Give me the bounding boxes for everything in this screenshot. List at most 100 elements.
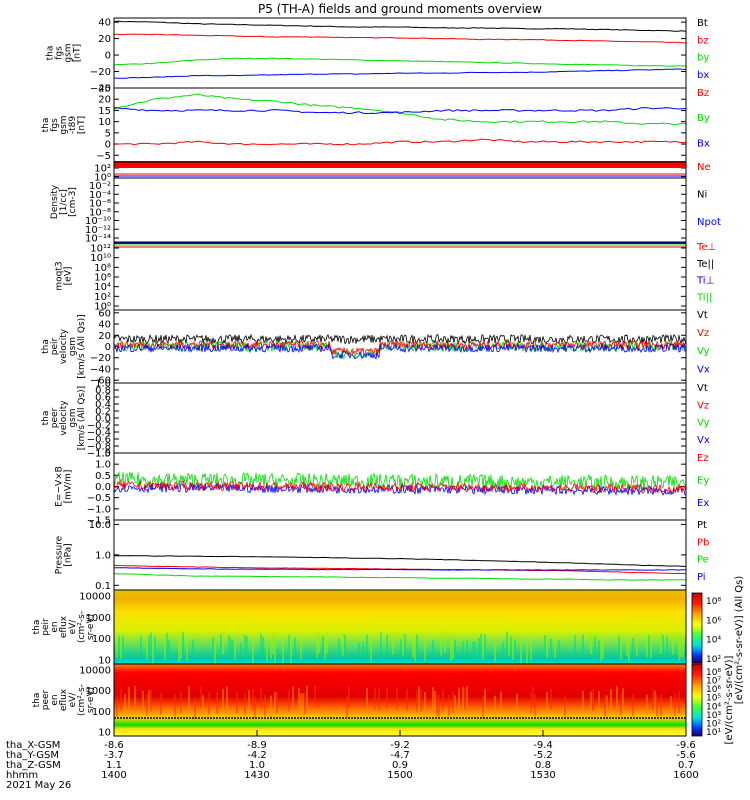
y-tick-label: −1.0 (87, 449, 111, 460)
spectrogram-stripe (316, 635, 318, 658)
spectrogram-stripe (174, 694, 176, 717)
colorbar-tick-label: 10⁶ (706, 685, 721, 695)
x-tick-value: -9.2 (390, 740, 410, 751)
spectrogram-stripe (632, 637, 634, 661)
spectrogram-stripe (128, 686, 130, 709)
spectrogram-stripe (140, 636, 142, 659)
spectrogram-stripe (314, 685, 316, 708)
spectrogram-stripe (678, 691, 680, 714)
spectrogram-stripe (148, 690, 150, 713)
y-tick-label: 0.5 (95, 471, 111, 482)
y-tick-label: 10¹² (90, 244, 111, 255)
y-tick-label: −5 (96, 151, 111, 162)
colorbar-tick-label: 10⁵ (706, 694, 721, 704)
legend-label: Bz (697, 88, 709, 99)
spectrogram-stripe (438, 694, 440, 717)
spectrogram-stripe (400, 639, 402, 662)
spectrogram-stripe (682, 636, 684, 659)
y-tick-label: 10⁻⁴ (89, 190, 111, 201)
plot-area (113, 20, 687, 79)
spectrogram-stripe (252, 689, 254, 711)
spectrogram-stripe (392, 632, 394, 655)
x-tick-value: 1600 (673, 770, 698, 781)
legend-label: Ey (697, 476, 709, 487)
y-tick-label: 0.1 (95, 581, 111, 592)
spectrogram-stripe (234, 637, 236, 660)
spectrogram-stripe (322, 636, 324, 659)
x-tick-value: 1.0 (249, 760, 265, 771)
spectrogram-stripe (386, 687, 388, 709)
y-tick-label: 10 (98, 656, 111, 667)
ylabel-line: Density (50, 184, 60, 219)
spectrogram-stripe (386, 634, 388, 657)
legend-label: Vz (697, 400, 709, 411)
spectrogram-stripe (270, 695, 272, 718)
spectrogram-stripe (482, 696, 484, 718)
legend-label: Ti|| (696, 292, 712, 303)
spectrogram-stripe (244, 634, 246, 658)
x-axis-annotations: -8.6-3.71.11400-8.9-4.21.01430-9.2-4.70.… (6, 730, 699, 791)
plot-area (114, 242, 686, 248)
x-row-label: hhmm (6, 770, 38, 781)
spectrogram-stripe (164, 637, 166, 660)
panel-1: tha fgs gsm [nT] 40 20 0 −20 −40 Bt bz by bx (46, 17, 709, 95)
spectrogram-stripe (124, 694, 126, 716)
spectrogram-stripe (152, 641, 154, 664)
spectrogram-stripe (216, 692, 218, 714)
y-tick-label: 10 (98, 728, 111, 739)
spectrogram-stripe (448, 694, 450, 717)
spectrogram-stripe (292, 686, 294, 709)
spectrogram-stripe (366, 688, 368, 710)
spectrogram-stripe (120, 636, 122, 659)
y-tick-label: 0.8 (95, 386, 111, 397)
series-Bt (113, 20, 687, 32)
spectrogram-stripe (590, 631, 592, 654)
spectrogram-stripe (402, 633, 404, 656)
ylabel-line: tha (32, 693, 42, 708)
legend-label: By (697, 113, 710, 124)
ylabel-line: tha (41, 411, 51, 426)
spectrogram-stripe (654, 690, 656, 713)
legend-label: Pi (697, 572, 706, 583)
plot-area (114, 664, 686, 736)
plot-area (113, 470, 687, 496)
spectrogram-stripe (134, 685, 136, 708)
spectrogram-stripe (604, 694, 606, 717)
spectrogram-stripe (514, 639, 516, 662)
colorbar-tick-label: 10² (706, 719, 721, 729)
spectrogram-stripe (632, 694, 634, 717)
panel-10: tha peer en eflux eV/(cm²-s-sr-eV) 10000 1000 1… (32, 663, 687, 739)
ylabel-line: gsm (68, 337, 78, 356)
x-tick-value: 1400 (101, 770, 126, 781)
colorbar-label-bottom: [eV/(cm²-s-sr-eV)] (724, 655, 735, 744)
spectrogram-stripe (154, 635, 156, 658)
panel-8: Pressure [nPa] 10.0 1.0 0.1 Pt Pb Pe Pi (55, 519, 709, 592)
y-tick-label: −1.0 (87, 504, 111, 515)
spectrogram-stripe (274, 640, 276, 664)
spectrogram-stripe (160, 693, 162, 715)
panel-frame (113, 87, 687, 163)
legend-label: Ne (697, 162, 711, 173)
spectrogram-stripe (370, 640, 372, 663)
spectrogram-stripe (148, 635, 150, 658)
legend-label: Pb (697, 537, 709, 548)
ylabel-line: E=−V×B (55, 466, 65, 507)
legend-label: Bx (697, 138, 710, 149)
spectrogram-stripe (214, 641, 216, 664)
x-tick-value: -3.7 (104, 750, 124, 761)
ylabel-line: gsm (64, 43, 74, 62)
spectrogram-stripe (512, 637, 514, 660)
spectrogram-stripe (530, 638, 532, 661)
spectrogram-stripe (506, 631, 508, 654)
spectrogram-stripe (122, 635, 124, 658)
ylabel-line: (cm²-s- (77, 611, 87, 643)
y-tick-label: 0 (105, 342, 111, 353)
spectrogram-stripe (264, 695, 266, 717)
ylabel-line: tha (41, 339, 51, 354)
spectrogram-stripe (558, 640, 560, 663)
spectrogram-stripe (526, 641, 528, 664)
series-Pi (113, 567, 687, 571)
spectrogram-stripe (358, 642, 360, 665)
ylabel-line: tha (41, 118, 51, 133)
spectrogram-stripe (532, 686, 534, 708)
